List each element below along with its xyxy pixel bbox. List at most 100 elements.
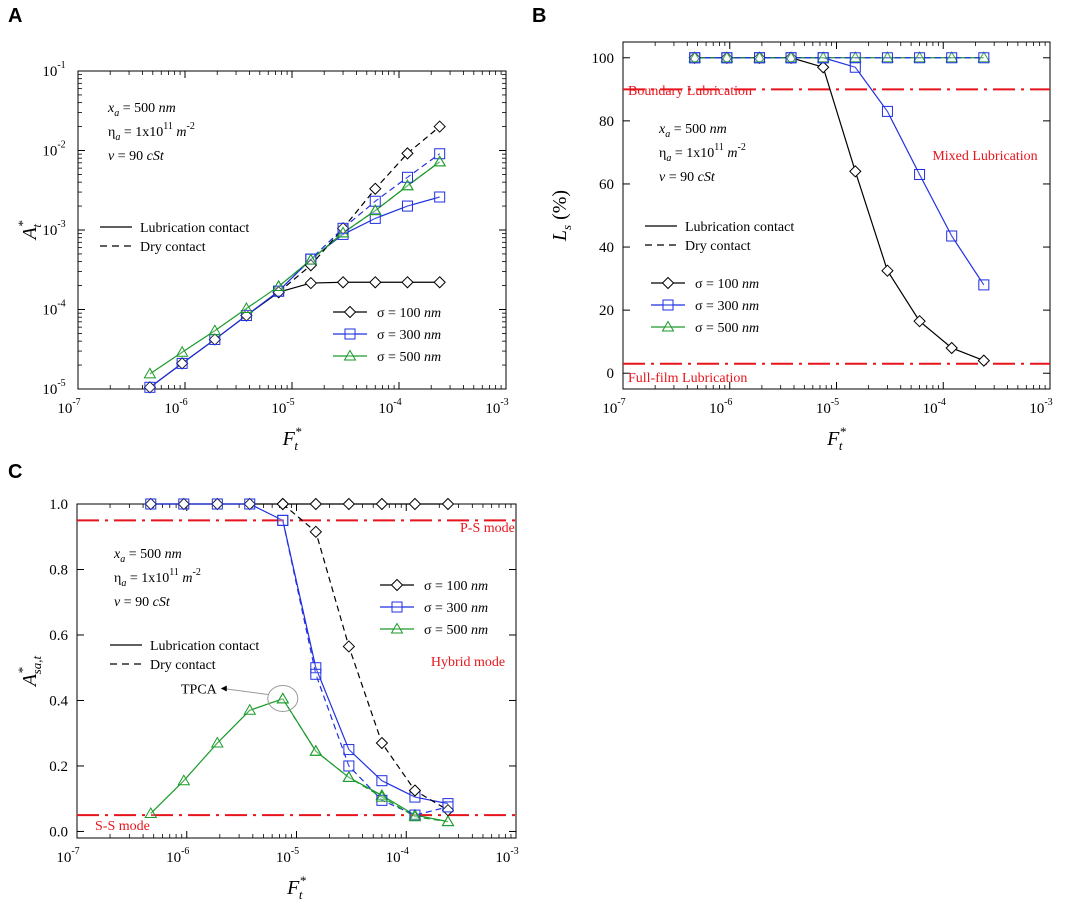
data-point-300 bbox=[914, 52, 926, 64]
x-tick-label: 10-6 bbox=[166, 846, 189, 866]
y-tick-label: 1.0 bbox=[49, 497, 68, 513]
y-tick-label: 0.4 bbox=[49, 693, 68, 709]
data-point-300 bbox=[817, 52, 829, 64]
data-point-500 bbox=[433, 155, 447, 167]
x-tick-label: 10-3 bbox=[485, 397, 508, 417]
legend-dashed-label: Dry contact bbox=[150, 658, 216, 673]
data-point-500 bbox=[144, 806, 158, 818]
data-point-300 bbox=[273, 285, 285, 297]
legend-sigma-label: σ = 300 nm bbox=[424, 601, 488, 616]
data-point-300 bbox=[721, 52, 733, 64]
data-point-500 bbox=[881, 51, 894, 63]
data-point-300 bbox=[209, 333, 221, 345]
chart-c: 10-7 10-6 10-5 10-4 10-3 0.0 0.2 0.4 0.6 0.8 1.0 F*… bbox=[15, 497, 519, 902]
y-tick-label: 60 bbox=[599, 177, 614, 193]
x-tick-label: 10-7 bbox=[57, 397, 80, 417]
panel-label-c: C bbox=[8, 461, 22, 483]
y-tick-label: 0 bbox=[607, 366, 615, 382]
data-point-100 bbox=[375, 736, 389, 750]
data-point-500 bbox=[408, 810, 422, 822]
legend-sigma-label: σ = 500 nm bbox=[377, 350, 441, 365]
region-label: Hybrid mode bbox=[431, 655, 505, 670]
legend-sigma-label: σ = 100 nm bbox=[424, 579, 488, 594]
x-tick-label: 10-6 bbox=[709, 397, 732, 417]
y-axis-label: A*t bbox=[15, 220, 44, 241]
y-tick-label: 100 bbox=[592, 51, 615, 67]
data-point-100 bbox=[401, 147, 414, 160]
x-tick-label: 10-5 bbox=[816, 397, 839, 417]
tpca-arrowhead bbox=[220, 685, 227, 692]
series-line-100-dry bbox=[278, 126, 441, 293]
data-point-300 bbox=[946, 230, 958, 242]
chart-b: 10-7 10-6 10-5 10-4 10-3 0 20 40 60 80 100 F* t Ls (%… bbox=[549, 41, 1053, 453]
series-line-100-dry bbox=[282, 503, 449, 811]
data-point-500 bbox=[784, 51, 798, 63]
series-line-500 bbox=[150, 698, 449, 823]
data-point-100 bbox=[441, 497, 455, 511]
data-point-500 bbox=[342, 770, 356, 782]
regime-label: Full-film Lubrication bbox=[628, 371, 747, 386]
param-x-a: xa = 500 nm bbox=[107, 101, 176, 119]
param-x-a: xa = 500 nm bbox=[113, 547, 182, 565]
regime-label: P-S mode bbox=[460, 521, 515, 536]
data-point-500 bbox=[143, 367, 157, 379]
data-point-500 bbox=[441, 815, 455, 827]
data-point-500 bbox=[688, 51, 702, 63]
data-point-100 bbox=[336, 276, 350, 289]
data-point-300 bbox=[369, 212, 381, 224]
data-point-500 bbox=[243, 703, 257, 715]
data-point-300 bbox=[240, 310, 252, 322]
data-point-500 bbox=[848, 51, 862, 63]
data-point-300 bbox=[946, 52, 958, 64]
y-tick-label: 10-1 bbox=[42, 60, 65, 80]
data-point-500 bbox=[175, 345, 189, 357]
x-tick-label: 10-7 bbox=[56, 846, 79, 866]
data-point-300 bbox=[277, 514, 289, 526]
y-tick-label: 10-2 bbox=[42, 140, 65, 160]
data-point-500 bbox=[368, 204, 382, 216]
data-point-100 bbox=[375, 497, 389, 511]
data-point-500 bbox=[272, 279, 285, 291]
regime-label: S-S mode bbox=[95, 819, 150, 834]
tpca-label: TPCA bbox=[181, 682, 218, 697]
data-point-300 bbox=[689, 52, 701, 64]
data-point-100 bbox=[276, 497, 289, 511]
data-point-100 bbox=[881, 264, 894, 277]
data-point-100 bbox=[342, 640, 356, 653]
data-point-300 bbox=[178, 498, 190, 510]
legend-sigma-label: σ = 500 nm bbox=[695, 321, 759, 336]
data-point-100 bbox=[913, 314, 926, 328]
data-point-300 bbox=[244, 498, 256, 510]
data-point-300 bbox=[369, 195, 381, 207]
legend-sigma-marker bbox=[343, 305, 357, 319]
legend-solid-label: Lubrication contact bbox=[150, 639, 259, 654]
y-tick-label: 10-5 bbox=[42, 378, 65, 398]
data-point-100 bbox=[408, 497, 422, 511]
x-tick-label: 10-4 bbox=[378, 397, 401, 417]
data-point-100 bbox=[309, 497, 323, 511]
y-tick-label: 0.2 bbox=[49, 759, 68, 775]
chart-a: 10-7 10-6 10-5 10-4 10-3 10-5 10-4 10-3 10-2 10-1… bbox=[15, 60, 509, 453]
data-point-500 bbox=[753, 51, 766, 63]
data-point-500 bbox=[913, 51, 926, 63]
data-point-100 bbox=[401, 276, 414, 289]
data-point-300 bbox=[754, 52, 766, 64]
y-tick-label: 20 bbox=[599, 303, 614, 319]
data-point-300 bbox=[849, 61, 861, 73]
param-eta-a: ηa = 1x1011 m-2 bbox=[114, 567, 201, 589]
x-tick-label: 10-5 bbox=[271, 397, 294, 417]
x-tick-label: 10-4 bbox=[386, 846, 409, 866]
legend-sigma-marker bbox=[661, 276, 675, 290]
data-point-100 bbox=[433, 276, 446, 289]
param-eta-a: ηa = 1x1011 m-2 bbox=[108, 121, 195, 143]
data-point-300 bbox=[849, 52, 861, 64]
legend-sigma-label: σ = 300 nm bbox=[377, 328, 441, 343]
data-point-300 bbox=[211, 498, 223, 510]
x-tick-label: 10-4 bbox=[923, 397, 946, 417]
legend-dashed-label: Dry contact bbox=[685, 239, 751, 254]
legend-sigma-marker bbox=[390, 578, 404, 592]
legend-sigma-marker bbox=[343, 349, 357, 361]
panel-label-b: B bbox=[532, 5, 546, 27]
x-tick-label: 10-5 bbox=[276, 846, 299, 866]
